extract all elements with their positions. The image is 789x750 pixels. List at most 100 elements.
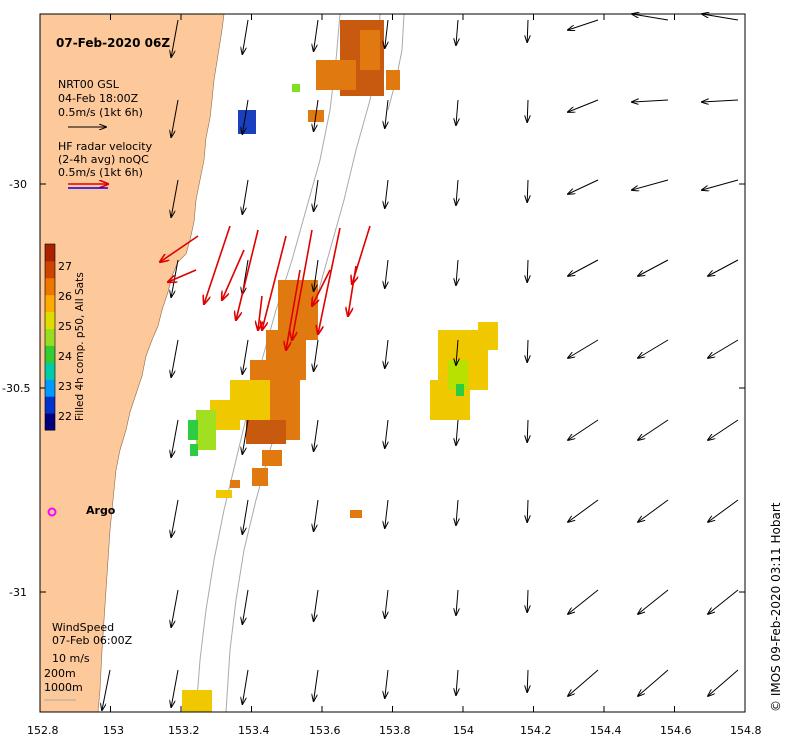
- x-tick-label: 153: [103, 724, 124, 737]
- x-tick-label: 154.8: [730, 724, 762, 737]
- current-arrow: [568, 339, 599, 358]
- legend-radar-scale: 0.5m/s (1kt 6h): [58, 166, 143, 179]
- current-arrow: [171, 339, 179, 377]
- current-arrow: [242, 179, 249, 214]
- radar-arrow: [292, 229, 313, 340]
- colorbar-tick: 22: [58, 410, 72, 423]
- current-arrow: [527, 589, 528, 612]
- current-arrow: [708, 669, 739, 696]
- sst-pixel: [196, 410, 216, 450]
- current-arrow: [527, 19, 528, 42]
- colorbar-swatch: [45, 244, 55, 262]
- current-arrow: [708, 419, 739, 440]
- y-tick-label: -31: [9, 586, 27, 599]
- current-arrow: [385, 589, 388, 618]
- current-arrow: [171, 419, 179, 457]
- legend-radar-line1: HF radar velocity: [58, 140, 153, 153]
- current-arrow: [527, 499, 528, 522]
- current-arrow: [568, 19, 599, 30]
- radar-arrow: [160, 235, 199, 262]
- current-arrow: [171, 179, 179, 217]
- current-arrow: [385, 179, 388, 208]
- current-arrow: [568, 589, 599, 614]
- radar-arrow: [258, 295, 262, 330]
- current-arrow: [171, 499, 179, 537]
- current-arrow: [385, 99, 388, 128]
- sst-pixel: [262, 450, 282, 466]
- current-arrow: [385, 259, 388, 288]
- current-arrow: [242, 339, 249, 374]
- current-arrow: [638, 259, 669, 276]
- sst-pixel: [230, 480, 240, 488]
- current-arrow: [568, 419, 599, 440]
- sst-pixel: [188, 420, 198, 440]
- current-arrow: [638, 589, 669, 614]
- current-arrow: [702, 14, 739, 21]
- current-arrow: [242, 19, 249, 54]
- current-arrow: [568, 259, 599, 276]
- radar-arrow: [168, 269, 197, 282]
- legend-isobath-1000-label: 1000m: [44, 681, 83, 694]
- current-arrow: [171, 19, 179, 57]
- isobath-1000m-b: [387, 13, 405, 111]
- map-title: 07-Feb-2020 06Z: [56, 36, 171, 50]
- current-arrow: [456, 259, 458, 285]
- sst-pixel: [456, 384, 464, 396]
- legend-radar-line2: (2-4h avg) noQC: [58, 153, 149, 166]
- current-arrow: [456, 99, 458, 125]
- current-arrow: [314, 339, 319, 371]
- argo-marker: [47, 507, 57, 517]
- legend-wind-scale: 10 m/s: [52, 652, 90, 665]
- current-arrows: [102, 14, 739, 710]
- legend-model-name: NRT00 GSL: [58, 78, 119, 91]
- radar-arrow: [204, 225, 231, 304]
- colorbar-swatch: [45, 294, 55, 313]
- current-arrow: [314, 419, 319, 451]
- colorbar-swatch: [45, 260, 55, 279]
- radar-arrow: [236, 229, 259, 320]
- current-arrow: [242, 99, 249, 134]
- current-arrow: [708, 589, 739, 614]
- legend-isobath-200-label: 200m: [44, 667, 76, 680]
- x-tick-label: 154.4: [590, 724, 622, 737]
- sst-pixel: [182, 690, 212, 712]
- current-arrow: [456, 589, 458, 615]
- current-arrow: [708, 499, 739, 522]
- current-arrow: [314, 589, 319, 621]
- current-arrow: [527, 419, 528, 442]
- current-arrow: [632, 179, 669, 190]
- colorbar-swatch: [45, 311, 55, 329]
- current-arrow: [527, 669, 528, 692]
- colorbar-swatch: [45, 413, 55, 431]
- current-arrow: [385, 669, 388, 698]
- credit-text: © IMOS 09-Feb-2020 03:11 Hobart: [769, 502, 783, 712]
- colorbar-swatch: [45, 362, 55, 380]
- legend-model-time: 04-Feb 18:00Z: [58, 92, 139, 105]
- current-arrow: [102, 669, 111, 710]
- current-arrow: [568, 99, 599, 112]
- current-arrow: [708, 339, 739, 358]
- current-arrow: [527, 99, 528, 122]
- radar-arrow: [312, 269, 331, 306]
- current-arrow: [456, 19, 458, 45]
- colorbar-tick: 25: [58, 320, 72, 333]
- x-tick-label: 153.2: [168, 724, 200, 737]
- current-arrow: [385, 419, 388, 448]
- current-arrow: [527, 339, 528, 362]
- legend-wind-time: 07-Feb 06:00Z: [52, 634, 133, 647]
- sst-pixel: [252, 468, 268, 486]
- colorbar-label: Filled 4h comp. p50, All Sats: [74, 272, 86, 421]
- current-arrow: [314, 179, 319, 211]
- colorbar-swatch: [45, 277, 55, 296]
- current-arrow: [171, 99, 179, 137]
- sst-patches: [182, 20, 498, 712]
- legend-wind-title: WindSpeed: [52, 621, 115, 634]
- current-arrow: [385, 499, 388, 528]
- current-arrow: [314, 259, 319, 291]
- argo-label: Argo: [86, 504, 116, 517]
- sst-pixel: [316, 60, 356, 90]
- sst-pixel: [478, 322, 498, 350]
- current-arrow: [702, 179, 739, 190]
- current-arrow: [632, 100, 669, 102]
